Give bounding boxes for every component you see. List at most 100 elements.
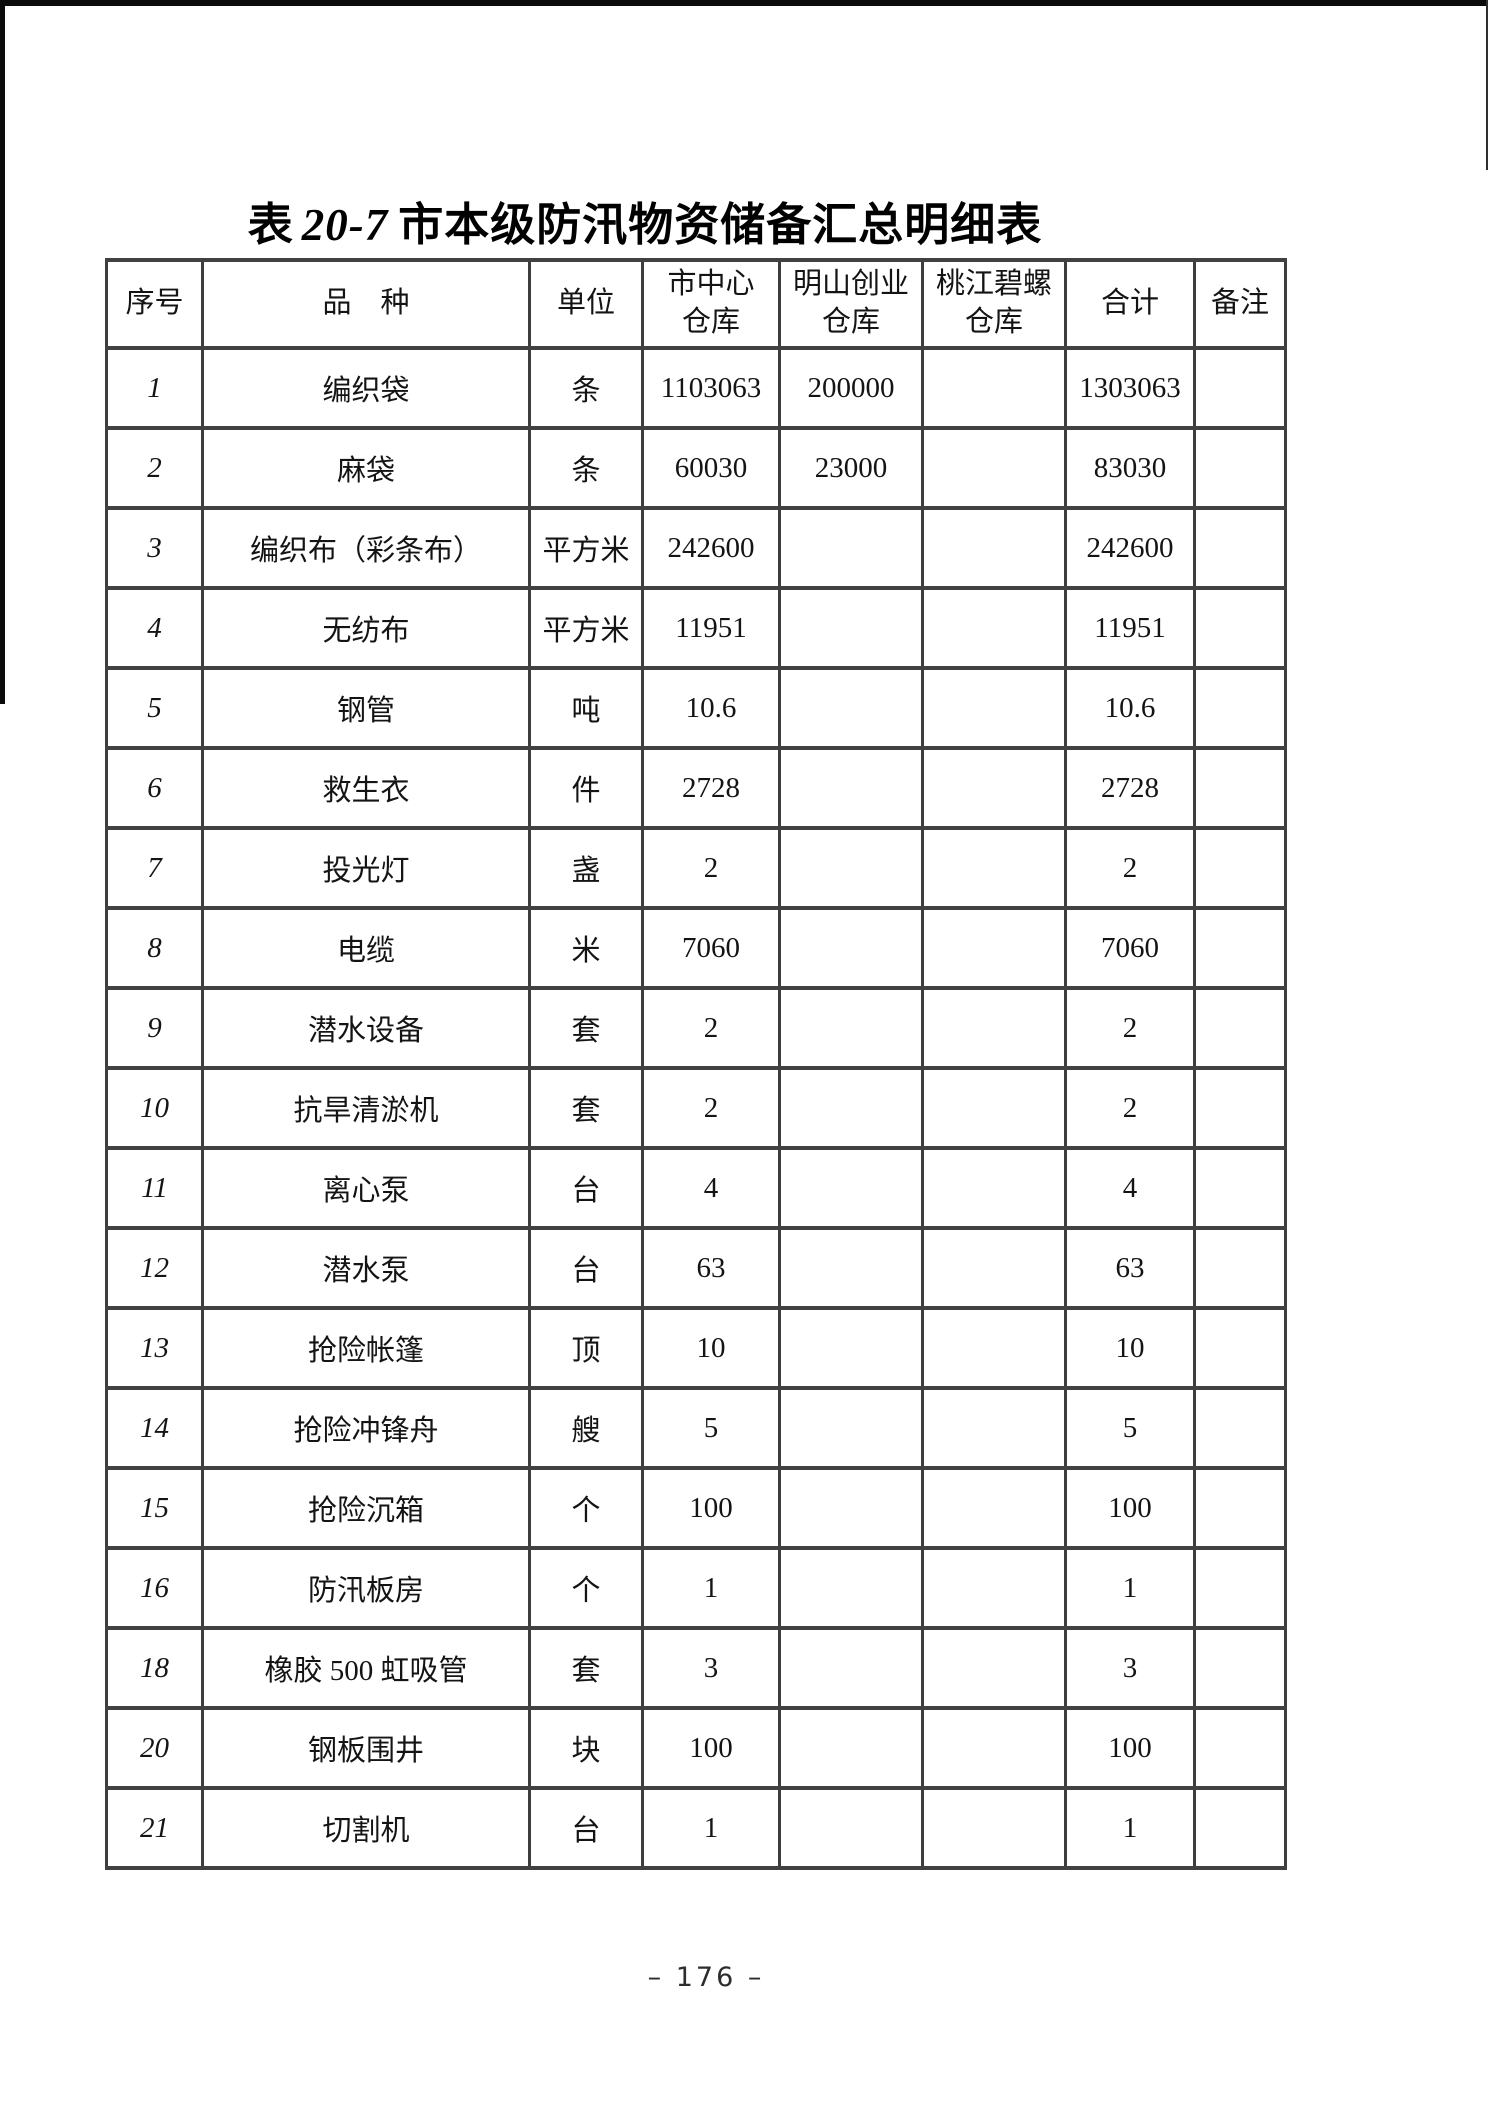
cell-remarks [1193, 666, 1287, 750]
cell-warehouse-city-center: 11951 [641, 586, 781, 670]
cell-unit: 平方米 [528, 586, 644, 670]
cell-warehouse-city-center: 1103063 [641, 346, 781, 430]
cell-remarks [1193, 1626, 1287, 1710]
cell-total: 10 [1064, 1306, 1196, 1390]
column-header-item: 品 种 [201, 258, 531, 350]
cell-warehouse-taojiang-biluo [921, 426, 1067, 510]
cell-warehouse-city-center: 63 [641, 1226, 781, 1310]
cell-unit: 套 [528, 1626, 644, 1710]
cell-total: 100 [1064, 1706, 1196, 1790]
cell-serial: 5 [105, 666, 204, 750]
cell-item: 救生衣 [201, 746, 531, 830]
cell-item: 潜水设备 [201, 986, 531, 1070]
cell-unit: 米 [528, 906, 644, 990]
cell-warehouse-city-center: 1 [641, 1786, 781, 1870]
table-body: 1 编织袋条 1103063 200000 1303063 2 麻袋条 60030 23000 8… [105, 346, 1287, 1870]
cell-item: 离心泵 [201, 1146, 531, 1230]
cell-serial: 11 [105, 1146, 204, 1230]
cell-remarks [1193, 426, 1287, 510]
cell-item: 切割机 [201, 1786, 531, 1870]
cell-warehouse-mingshan-chuangye [778, 1626, 924, 1710]
cell-remarks [1193, 1466, 1287, 1550]
cell-remarks [1193, 1066, 1287, 1150]
cell-item: 钢管 [201, 666, 531, 750]
column-header-warehouse-taojiang-biluo: 桃江碧螺 仓库 [921, 258, 1067, 350]
cell-warehouse-mingshan-chuangye [778, 1146, 924, 1230]
cell-warehouse-mingshan-chuangye [778, 506, 924, 590]
cell-total: 5 [1064, 1386, 1196, 1470]
table-row: 13 抢险帐篷顶 10 10 [105, 1306, 1287, 1390]
cell-warehouse-mingshan-chuangye: 200000 [778, 346, 924, 430]
cell-warehouse-city-center: 4 [641, 1146, 781, 1230]
cell-remarks [1193, 1306, 1287, 1390]
cell-warehouse-city-center: 5 [641, 1386, 781, 1470]
cell-item: 电缆 [201, 906, 531, 990]
cell-unit: 平方米 [528, 506, 644, 590]
cell-item: 橡胶 500 虹吸管 [201, 1626, 531, 1710]
cell-warehouse-taojiang-biluo [921, 1066, 1067, 1150]
cell-warehouse-taojiang-biluo [921, 1146, 1067, 1230]
cell-warehouse-mingshan-chuangye [778, 1306, 924, 1390]
cell-warehouse-city-center: 2 [641, 986, 781, 1070]
cell-serial: 20 [105, 1706, 204, 1790]
scan-artifact-top-bar [0, 0, 1488, 6]
cell-serial: 10 [105, 1066, 204, 1150]
cell-remarks [1193, 906, 1287, 990]
column-header-total: 合计 [1064, 258, 1196, 350]
cell-serial: 13 [105, 1306, 204, 1390]
table-row: 16 防汛板房个 1 1 [105, 1546, 1287, 1630]
cell-warehouse-mingshan-chuangye [778, 906, 924, 990]
cell-unit: 盏 [528, 826, 644, 910]
cell-warehouse-mingshan-chuangye [778, 986, 924, 1070]
cell-total: 2 [1064, 986, 1196, 1070]
table-row: 5 钢管吨 10.6 10.6 [105, 666, 1287, 750]
cell-warehouse-city-center: 2 [641, 826, 781, 910]
scan-artifact-right-bar [1486, 0, 1488, 170]
cell-serial: 4 [105, 586, 204, 670]
cell-total: 2 [1064, 1066, 1196, 1150]
table-header-row: 序号品 种单位 市中心 仓库 明山创业 仓库 桃江碧螺 仓库 合计 备注 [105, 258, 1287, 350]
cell-item: 抢险帐篷 [201, 1306, 531, 1390]
cell-remarks [1193, 986, 1287, 1070]
table-row: 10 抗旱清淤机套 2 2 [105, 1066, 1287, 1150]
cell-warehouse-taojiang-biluo [921, 1386, 1067, 1470]
cell-unit: 套 [528, 1066, 644, 1150]
cell-remarks [1193, 506, 1287, 590]
cell-serial: 9 [105, 986, 204, 1070]
cell-warehouse-mingshan-chuangye [778, 666, 924, 750]
table-row: 11 离心泵台 4 4 [105, 1146, 1287, 1230]
cell-warehouse-taojiang-biluo [921, 906, 1067, 990]
cell-remarks [1193, 1786, 1287, 1870]
cell-serial: 6 [105, 746, 204, 830]
cell-remarks [1193, 586, 1287, 670]
cell-warehouse-city-center: 10 [641, 1306, 781, 1390]
table-row: 18 橡胶 500 虹吸管套 3 3 [105, 1626, 1287, 1710]
cell-total: 7060 [1064, 906, 1196, 990]
table-row: 9 潜水设备套 2 2 [105, 986, 1287, 1070]
cell-unit: 台 [528, 1146, 644, 1230]
table-row: 6 救生衣件 2728 2728 [105, 746, 1287, 830]
cell-warehouse-taojiang-biluo [921, 1546, 1067, 1630]
cell-unit: 台 [528, 1786, 644, 1870]
cell-unit: 条 [528, 426, 644, 510]
table-row: 12 潜水泵台 63 63 [105, 1226, 1287, 1310]
cell-warehouse-mingshan-chuangye [778, 746, 924, 830]
cell-unit: 个 [528, 1546, 644, 1630]
cell-item: 潜水泵 [201, 1226, 531, 1310]
cell-unit: 块 [528, 1706, 644, 1790]
cell-unit: 艘 [528, 1386, 644, 1470]
cell-item: 抢险冲锋舟 [201, 1386, 531, 1470]
cell-warehouse-taojiang-biluo [921, 746, 1067, 830]
cell-warehouse-mingshan-chuangye [778, 1706, 924, 1790]
cell-warehouse-mingshan-chuangye [778, 1466, 924, 1550]
column-header-remarks: 备注 [1193, 258, 1287, 350]
cell-total: 2 [1064, 826, 1196, 910]
cell-total: 3 [1064, 1626, 1196, 1710]
table-row: 15 抢险沉箱个 100 100 [105, 1466, 1287, 1550]
cell-unit: 顶 [528, 1306, 644, 1390]
column-header-warehouse-mingshan-chuangye: 明山创业 仓库 [778, 258, 924, 350]
cell-remarks [1193, 1226, 1287, 1310]
cell-warehouse-city-center: 242600 [641, 506, 781, 590]
cell-warehouse-mingshan-chuangye [778, 1386, 924, 1470]
cell-serial: 2 [105, 426, 204, 510]
